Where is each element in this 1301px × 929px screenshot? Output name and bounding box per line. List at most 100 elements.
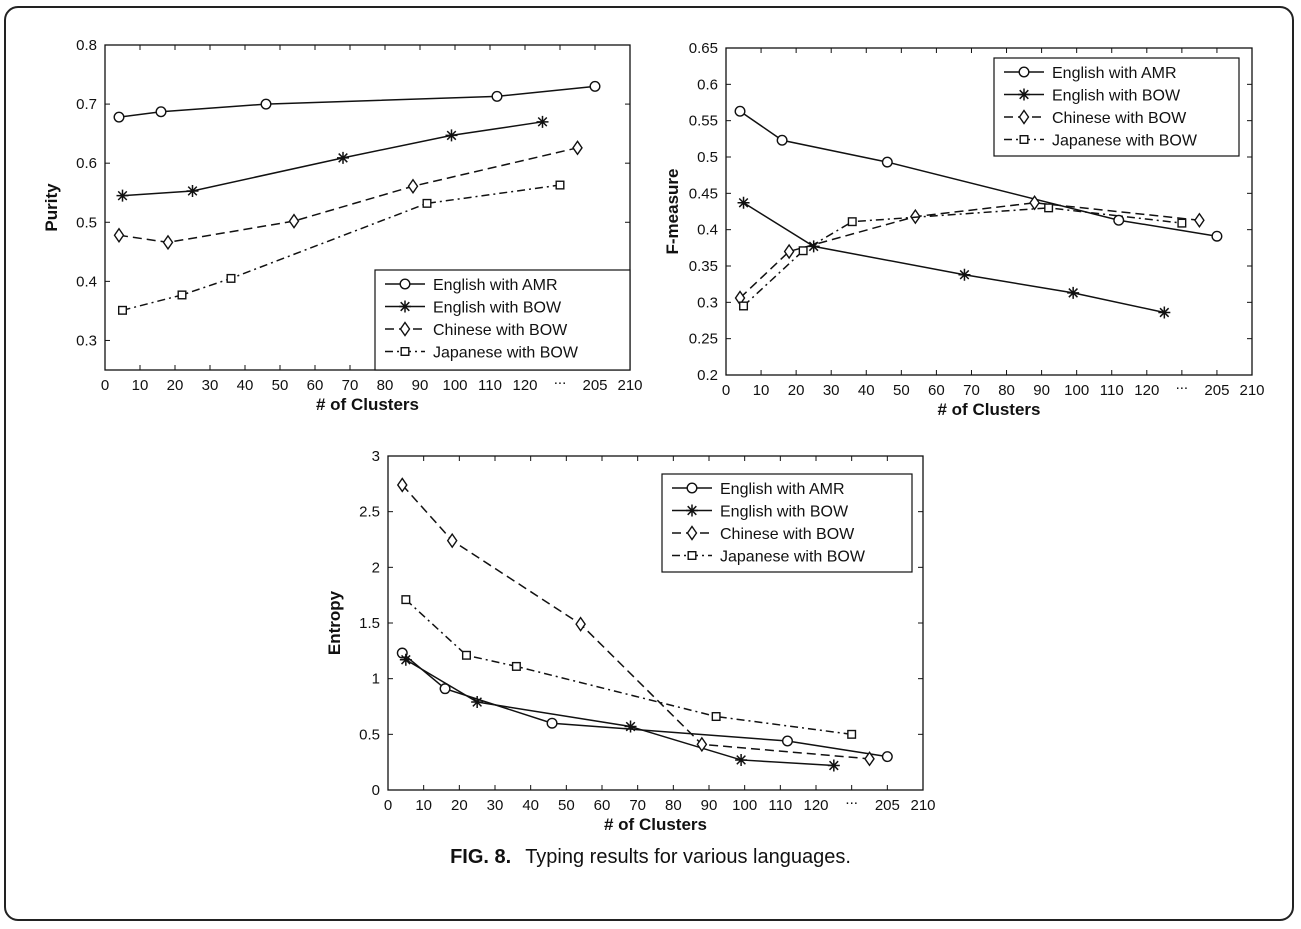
data-point [546, 717, 558, 729]
legend-marker [400, 347, 410, 357]
legend-label: Japanese with BOW [1052, 133, 1198, 150]
y-tick-label: 0.35 [689, 258, 718, 275]
data-point [624, 720, 637, 733]
y-tick-label: 0.4 [76, 273, 97, 290]
y-tick-label: 2 [372, 559, 380, 576]
x-tick-label: 40 [237, 377, 254, 394]
x-tick-label: 110 [1100, 382, 1124, 399]
legend-marker [1019, 134, 1029, 144]
x-tick-label: 70 [629, 797, 646, 814]
x-tick-label: 100 [1064, 382, 1089, 399]
data-point [807, 240, 820, 253]
data-point [401, 595, 411, 605]
data-point [864, 751, 875, 767]
y-tick-label: 0.4 [697, 222, 718, 239]
data-point [536, 115, 549, 128]
y-tick-label: 0 [372, 782, 380, 799]
data-point [1044, 203, 1054, 213]
legend-label: Chinese with BOW [433, 322, 568, 339]
axes-box [725, 47, 1253, 376]
x-tick-label: 100 [732, 797, 757, 814]
figure-caption: FIG. 8. Typing results for various langua… [0, 846, 1301, 869]
x-tick-label: 50 [272, 377, 289, 394]
data-point [589, 80, 601, 92]
data-point [446, 532, 458, 549]
x-tick-label: 80 [998, 382, 1015, 399]
y-tick-label: 1.5 [359, 615, 380, 632]
x-tick-label: 20 [451, 797, 468, 814]
y-tick-label: 0.6 [76, 155, 97, 172]
y-tick-label: 0.3 [76, 332, 97, 349]
series-english-with-bow [737, 196, 1171, 319]
x-tick-label: 40 [522, 797, 539, 814]
legend-marker [686, 504, 698, 517]
data-point [575, 616, 586, 632]
y-tick-label: 3 [372, 448, 380, 465]
y-tick-label: 0.45 [689, 185, 718, 202]
data-point [776, 134, 788, 146]
data-point [399, 653, 412, 666]
x-tick-label: 70 [342, 377, 359, 394]
x-tick-label: ... [1176, 376, 1189, 393]
legend-marker [399, 300, 411, 313]
data-point [491, 90, 503, 102]
legend-label: English with BOW [433, 300, 562, 317]
data-point [737, 196, 750, 209]
x-tick-label: 205 [1204, 382, 1229, 399]
data-point [439, 683, 451, 695]
x-tick-label: 210 [910, 797, 935, 814]
data-point [155, 106, 167, 118]
x-tick-label: 10 [415, 797, 432, 814]
legend-marker [399, 321, 411, 337]
data-point [407, 178, 419, 194]
y-tick-label: 0.6 [697, 76, 718, 93]
data-point [783, 243, 795, 260]
legend-marker [1018, 66, 1030, 78]
legend-label: Japanese with BOW [720, 549, 866, 566]
legend: English with AMR English with BOW Chinese … [374, 269, 631, 371]
data-point [735, 753, 748, 766]
data-point [186, 184, 199, 197]
y-tick-label: 0.7 [76, 96, 97, 113]
data-point [260, 98, 272, 110]
x-tick-label: 30 [202, 377, 219, 394]
x-axis-label: # of Clusters [316, 395, 419, 414]
x-tick-label: 70 [963, 382, 980, 399]
x-tick-label: 90 [701, 797, 718, 814]
data-point [572, 140, 583, 156]
y-tick-label: 1 [372, 671, 380, 688]
data-point [116, 189, 129, 202]
y-tick-label: 0.5 [697, 149, 718, 166]
legend-label: Japanese with BOW [433, 345, 579, 362]
legend-marker [1018, 109, 1030, 125]
data-point [162, 234, 174, 251]
x-tick-label: 20 [167, 377, 184, 394]
x-tick-label: 50 [893, 382, 910, 399]
data-point [1177, 218, 1187, 228]
x-tick-label: 40 [858, 382, 875, 399]
data-point [847, 729, 857, 739]
data-point [337, 151, 349, 164]
legend-marker [686, 482, 698, 494]
data-point [781, 735, 793, 747]
data-point [422, 198, 432, 208]
legend-label: English with AMR [720, 481, 845, 498]
x-tick-label: 30 [823, 382, 840, 399]
x-axis-label: # of Clusters [604, 815, 707, 834]
data-point [288, 213, 300, 229]
series-chinese-with-bow [113, 140, 583, 251]
x-tick-label: 90 [1033, 382, 1050, 399]
series-japanese-with-bow [117, 180, 565, 315]
x-tick-label: 30 [487, 797, 504, 814]
data-point [113, 111, 125, 123]
x-tick-label: ... [554, 371, 567, 388]
y-tick-label: 0.5 [359, 726, 380, 743]
x-tick-label: 50 [558, 797, 575, 814]
data-point [177, 290, 187, 300]
data-point [461, 650, 471, 660]
data-point [798, 246, 808, 256]
y-tick-label: 0.2 [697, 367, 718, 384]
